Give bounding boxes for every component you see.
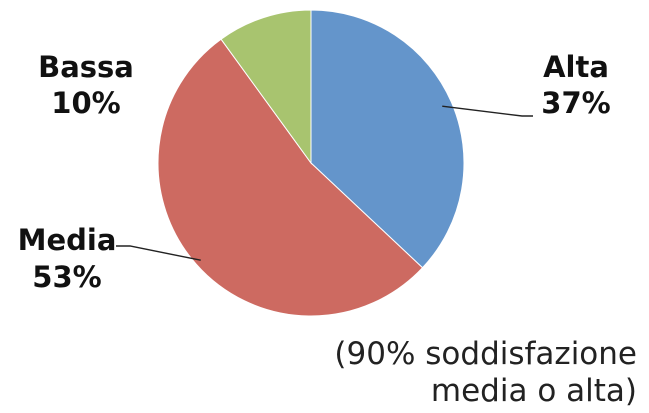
satisfaction-note: (90% soddisfazione media o alta) (277, 336, 637, 410)
pie-slice-bassa (220, 9, 312, 165)
pie-slice-media (157, 38, 424, 317)
slice-label-bassa-value: 10% (51, 86, 120, 120)
pie-slices (157, 9, 465, 317)
satisfaction-note-line-2: media o alta) (430, 373, 637, 409)
slice-label-media-value: 53% (32, 260, 101, 294)
slice-label-alta-name: Alta (543, 50, 609, 84)
slice-label-media-name: Media (18, 223, 117, 257)
leader-lines (116, 105, 533, 261)
leader-line-alta (442, 105, 533, 117)
pie-slice-alta (310, 9, 465, 269)
leader-line-media (116, 245, 201, 261)
slice-label-bassa-name: Bassa (38, 50, 134, 84)
slice-label-alta-value: 37% (541, 86, 610, 120)
satisfaction-note-line-1: (90% soddisfazione (334, 336, 637, 372)
